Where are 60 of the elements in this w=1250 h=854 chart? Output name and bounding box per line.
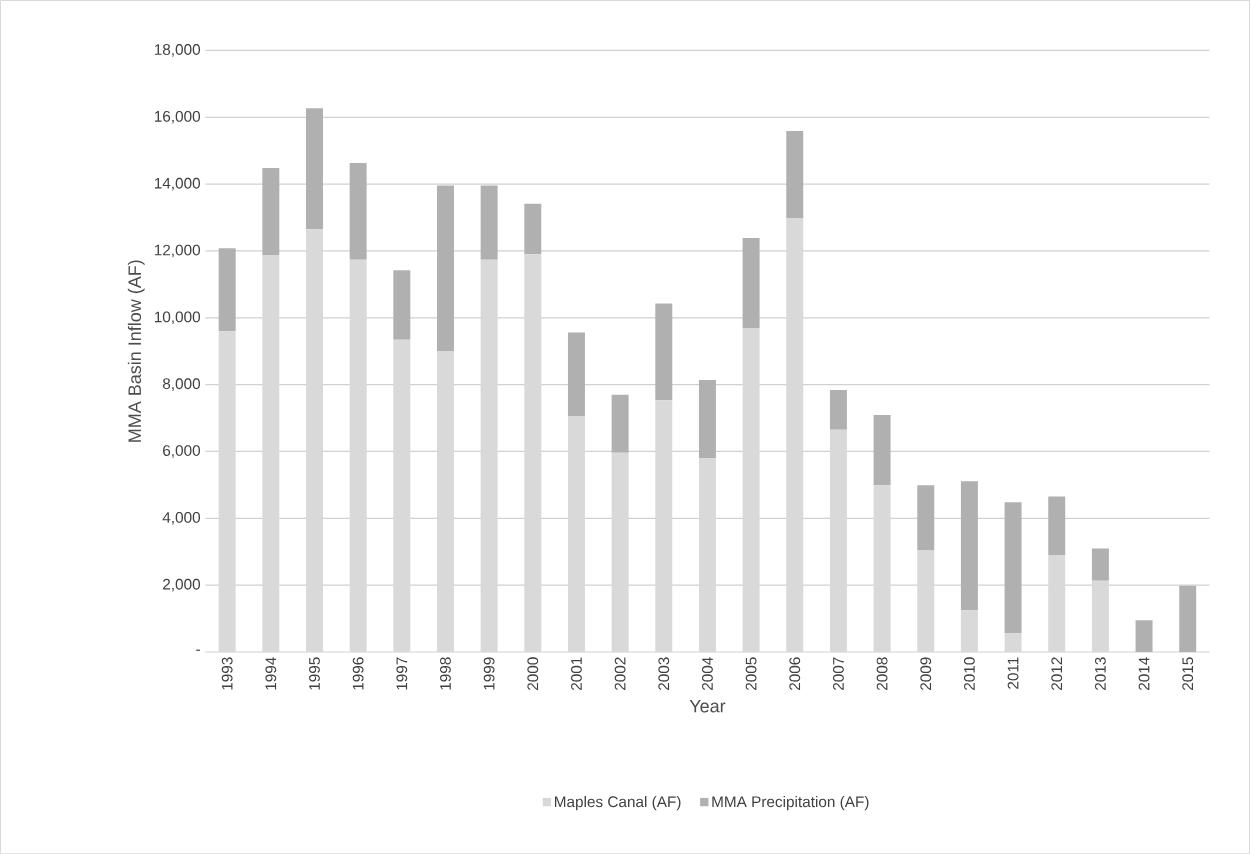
y-tick-label: 16,000 bbox=[154, 110, 201, 124]
bar bbox=[262, 167, 280, 255]
bar bbox=[306, 108, 323, 230]
x-tick-label: 1995 bbox=[309, 657, 320, 690]
x-tick-label: 2013 bbox=[1094, 657, 1106, 690]
x-tick-label: 2009 bbox=[920, 657, 932, 690]
x-tick-label: 2002 bbox=[614, 657, 626, 690]
x-tick-label: 2012 bbox=[1051, 657, 1063, 690]
bar bbox=[873, 414, 891, 486]
bar bbox=[698, 379, 716, 458]
bar bbox=[1004, 502, 1022, 633]
y-tick-label: 4,000 bbox=[162, 511, 201, 525]
x-tick-label: 2005 bbox=[745, 657, 757, 690]
bar bbox=[436, 185, 454, 352]
x-tick-label: 1996 bbox=[352, 657, 364, 690]
bar bbox=[1091, 548, 1109, 581]
x-tick-label: 2004 bbox=[702, 656, 713, 690]
x-tick-label: 2015 bbox=[1182, 657, 1194, 690]
x-tick-label: 2014 bbox=[1138, 656, 1150, 690]
bar bbox=[917, 485, 935, 551]
bar bbox=[480, 185, 498, 260]
x-tick-label: 2007 bbox=[833, 657, 844, 690]
bar bbox=[349, 162, 367, 260]
x-tick-label: 1999 bbox=[483, 657, 495, 690]
x-axis-title: Year bbox=[689, 699, 726, 713]
bar bbox=[567, 332, 585, 416]
bar bbox=[611, 394, 629, 453]
y-tick-label: 6,000 bbox=[163, 444, 201, 458]
y-tick-label: 18,000 bbox=[154, 43, 201, 57]
y-tick-label: - bbox=[196, 649, 200, 651]
x-tick-label: 1998 bbox=[440, 657, 451, 690]
x-tick-label: 2010 bbox=[963, 657, 975, 690]
bar bbox=[218, 248, 236, 332]
bar bbox=[829, 389, 847, 430]
legend-label: Maples Canal (AF) bbox=[555, 795, 681, 811]
y-tick-label: 14,000 bbox=[154, 177, 201, 191]
x-tick-label: 2008 bbox=[876, 657, 888, 690]
x-tick-label: 2001 bbox=[571, 657, 582, 690]
bar bbox=[742, 237, 760, 329]
bar bbox=[524, 203, 542, 255]
bar bbox=[1179, 585, 1197, 652]
x-tick-label: 2003 bbox=[658, 657, 670, 690]
y-axis-title: MMA Basin Inflow (AF) bbox=[127, 260, 145, 442]
y-tick-label: 10,000 bbox=[154, 311, 201, 324]
x-tick-label: 2011 bbox=[1007, 657, 1019, 689]
bar bbox=[393, 270, 411, 340]
bar bbox=[786, 130, 804, 219]
y-tick-label: 2,000 bbox=[163, 578, 201, 592]
y-tick-label: 12,000 bbox=[154, 244, 201, 258]
x-tick-label: 2006 bbox=[789, 657, 801, 690]
legend-label: MMA Precipitation (AF) bbox=[712, 795, 869, 811]
bar bbox=[1135, 620, 1153, 652]
x-tick-label: 2000 bbox=[527, 657, 539, 690]
x-tick-label: 1994 bbox=[265, 656, 277, 690]
bar bbox=[960, 481, 978, 611]
y-tick-label: 8,000 bbox=[162, 378, 201, 391]
bar bbox=[1048, 496, 1066, 555]
bar bbox=[655, 303, 673, 401]
x-tick-label: 1997 bbox=[396, 657, 408, 690]
x-tick-label: 1993 bbox=[221, 657, 233, 690]
